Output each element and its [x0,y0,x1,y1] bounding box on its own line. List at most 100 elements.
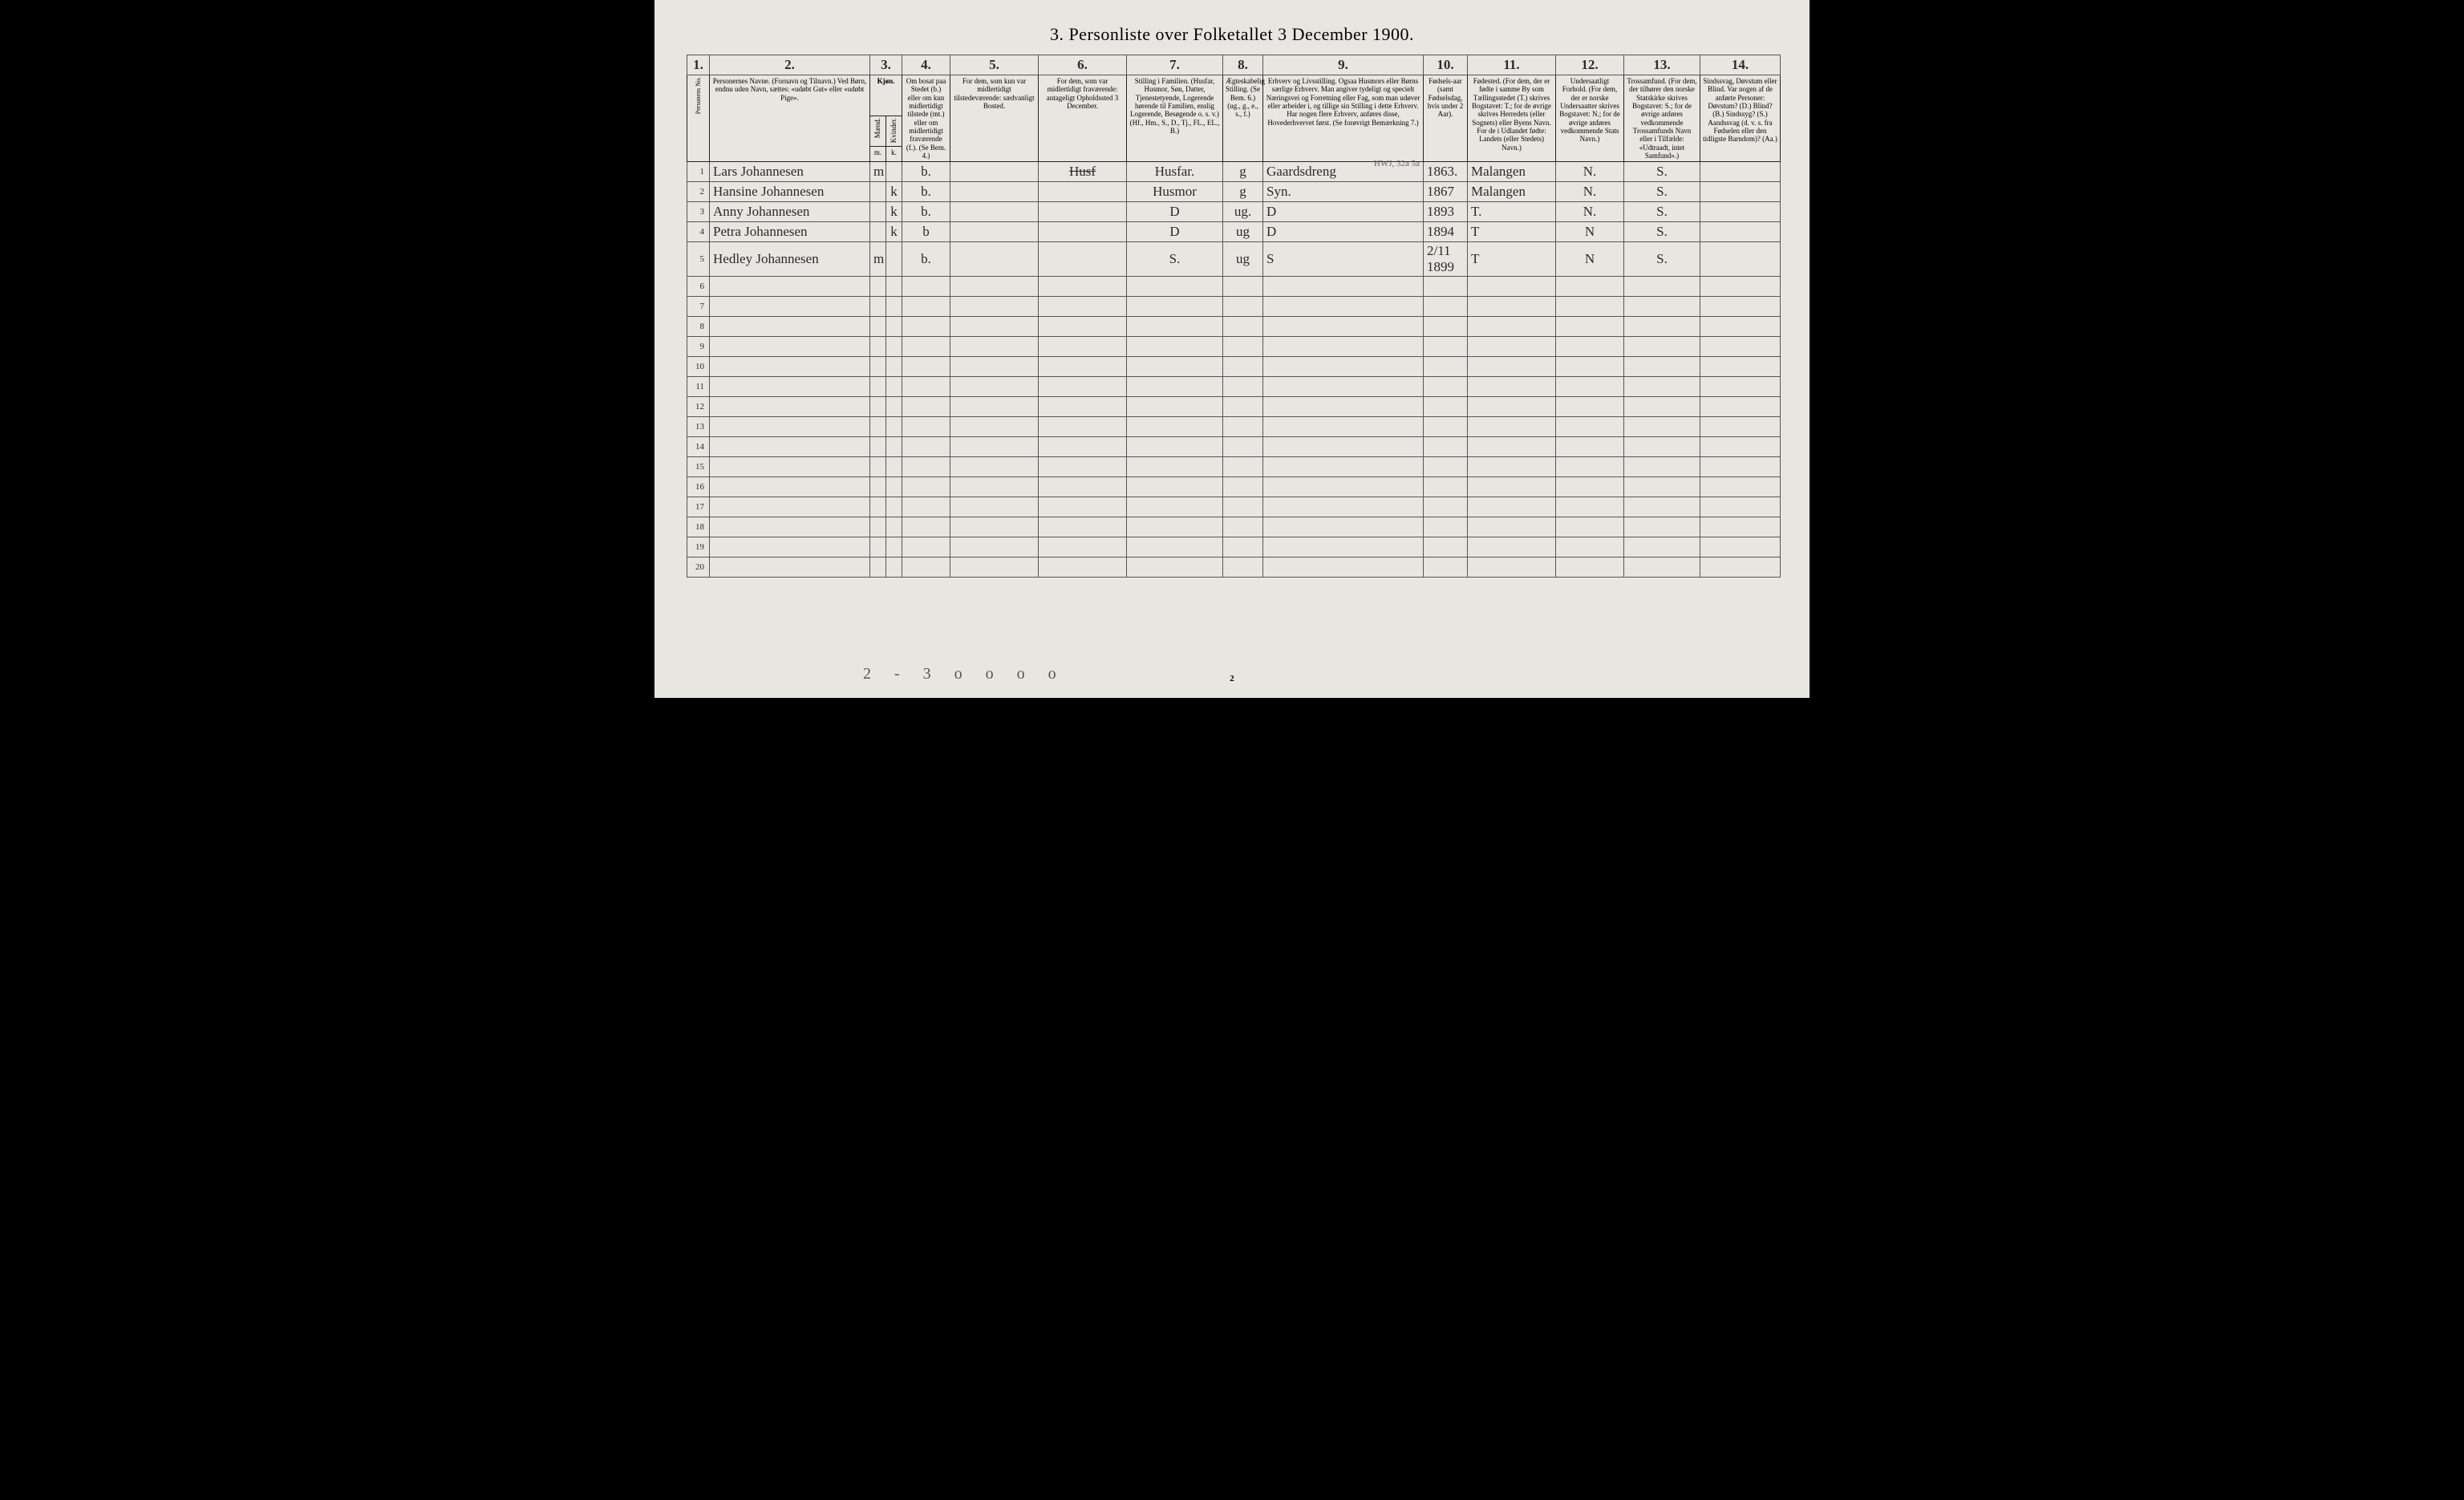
empty-cell [950,297,1039,317]
empty-cell [1127,377,1223,397]
empty-cell [870,357,886,377]
cell-c6: Husf [1039,162,1127,182]
colnum-8: 8. [1223,55,1263,75]
cell-tro: S. [1624,222,1700,242]
empty-cell [710,357,870,377]
empty-cell [1127,517,1223,537]
cell-undersaat: N. [1556,162,1624,182]
empty-cell [1700,417,1781,437]
empty-cell [870,537,886,557]
empty-cell [1556,497,1624,517]
empty-cell [710,437,870,457]
empty-cell [1424,497,1468,517]
empty-cell [1700,557,1781,578]
empty-cell [950,337,1039,357]
empty-cell [950,397,1039,417]
cell-familie: D [1127,202,1223,222]
empty-cell [1468,497,1556,517]
empty-cell [1424,557,1468,578]
empty-cell [1468,557,1556,578]
empty-cell [950,497,1039,517]
empty-cell [1424,357,1468,377]
cell-undersaat: N. [1556,182,1624,202]
header-familie: Stilling i Familien. (Husfar, Husmor, Sø… [1127,75,1223,162]
census-page: 3. Personliste over Folketallet 3 Decemb… [654,0,1810,698]
empty-cell [1223,517,1263,537]
cell-name: Hansine Johannesen [710,182,870,202]
colnum-6: 6. [1039,55,1127,75]
empty-cell [1263,297,1424,317]
empty-cell [886,437,902,457]
empty-cell [870,377,886,397]
empty-cell [710,537,870,557]
cell-egteskap: g [1223,162,1263,182]
empty-cell [1223,377,1263,397]
cell-c14 [1700,182,1781,202]
header-undersaat: Undersaatligt Forhold. (For dem, der er … [1556,75,1624,162]
empty-cell [886,297,902,317]
empty-cell [1556,297,1624,317]
empty-cell [1127,437,1223,457]
empty-cell [1624,497,1700,517]
cell-erhverv: Syn. [1263,182,1424,202]
empty-cell [1468,377,1556,397]
empty-cell [1039,517,1127,537]
empty-cell [950,277,1039,297]
header-row: Personens No. Personernes Navne. (Fornav… [687,75,1781,116]
empty-cell [1556,397,1624,417]
empty-cell [902,377,950,397]
empty-cell [886,557,902,578]
empty-cell [1700,437,1781,457]
header-midl-fravaer: For dem, som var midlertidigt fraværende… [1039,75,1127,162]
empty-cell [1223,277,1263,297]
empty-cell [1127,537,1223,557]
cell-k: k [886,222,902,242]
table-row: 18 [687,517,1781,537]
empty-cell [870,417,886,437]
empty-cell [870,557,886,578]
footer-scribble: 2 - 3 o o o o [863,665,1066,683]
cell-aar: 1867 [1424,182,1468,202]
empty-cell [870,337,886,357]
cell-egteskap: ug. [1223,202,1263,222]
cell-c14 [1700,202,1781,222]
subheader-maend: Mænd. [870,116,886,147]
empty-cell [1263,397,1424,417]
data-rows: 1Lars Johannesenmb.HusfHusfar.gHWJ, 32a … [687,162,1781,277]
empty-cell [710,397,870,417]
empty-cell [1556,337,1624,357]
subheader-k: k. [886,147,902,162]
empty-cell [1700,497,1781,517]
empty-cell [1223,497,1263,517]
empty-cell [1624,357,1700,377]
empty-cell [902,417,950,437]
empty-cell [870,297,886,317]
header-fodested: Fødested. (For dem, der er fødte i samme… [1468,75,1556,162]
empty-cell [710,477,870,497]
empty-cell [886,337,902,357]
empty-cell [1700,377,1781,397]
cell-tro: S. [1624,162,1700,182]
empty-cell [902,497,950,517]
empty-cell [1223,357,1263,377]
table-row: 4Petra JohannesenkbDugD1894TNS. [687,222,1781,242]
empty-cell [1468,457,1556,477]
empty-cell [950,557,1039,578]
empty-cell [1039,397,1127,417]
empty-cell [1263,437,1424,457]
empty-cell [1700,457,1781,477]
empty-cell [1556,377,1624,397]
empty-cell [1039,277,1127,297]
table-row: 20 [687,557,1781,578]
empty-cell [886,517,902,537]
cell-egteskap: g [1223,182,1263,202]
row-number: 20 [687,557,710,578]
empty-cell [1039,357,1127,377]
colnum-12: 12. [1556,55,1624,75]
row-number: 14 [687,437,710,457]
empty-cell [1424,417,1468,437]
header-kjon: Kjøn. [870,75,902,116]
empty-cell [1263,317,1424,337]
cell-aar: 1893 [1424,202,1468,222]
empty-cell [1424,517,1468,537]
